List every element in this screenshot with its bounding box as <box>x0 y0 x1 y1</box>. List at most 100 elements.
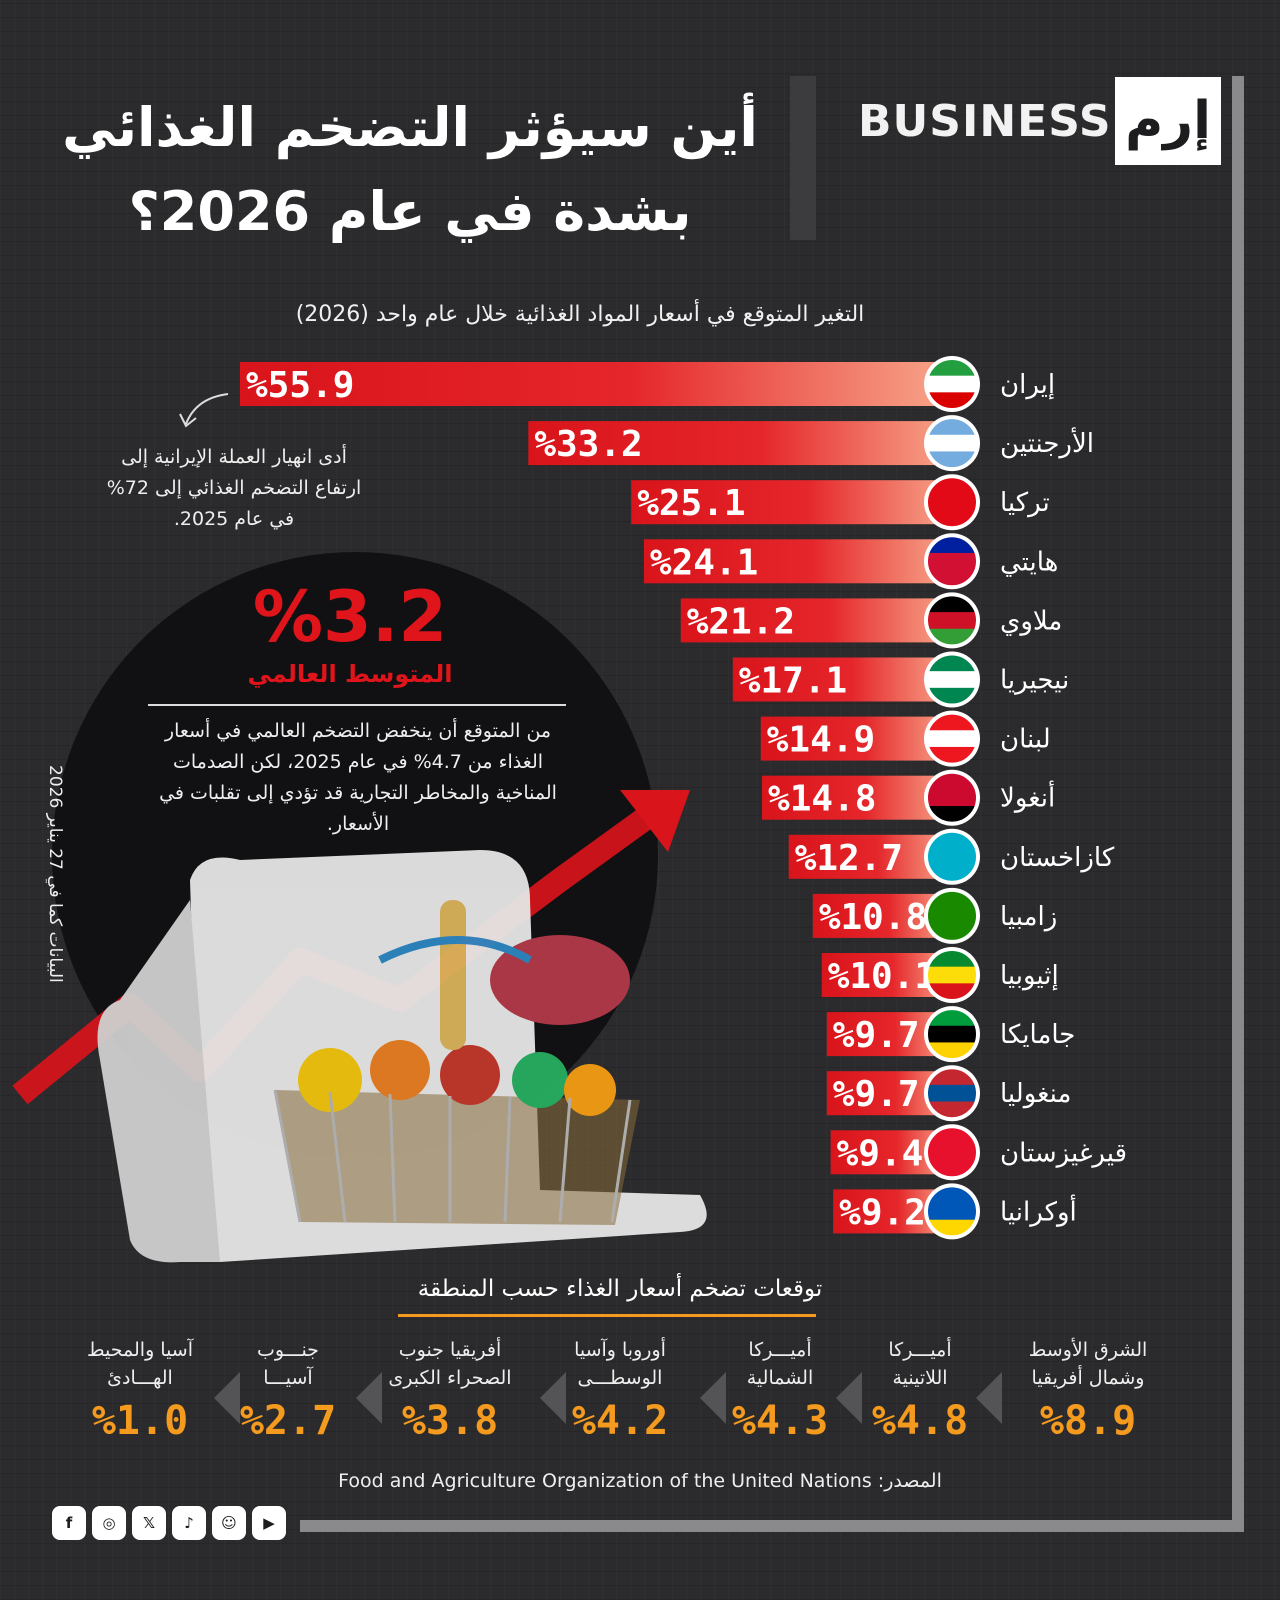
bar-row: %9.2 أوكرانيا <box>833 1183 1077 1240</box>
bar-value-label: %24.1 <box>650 542 758 583</box>
bar-row: %24.1 هايتي <box>643 533 1058 590</box>
global-average-value: %3.2 <box>252 576 448 658</box>
bar-value-label: %9.7 <box>833 1074 920 1115</box>
chevron-left-icon <box>700 1372 726 1424</box>
bar-value-label: %12.7 <box>795 838 903 879</box>
bar-value-label: %33.2 <box>534 424 642 465</box>
category-label: أنغولا <box>1000 780 1055 814</box>
flag-malawi-icon <box>924 592 980 649</box>
title-divider <box>790 76 816 240</box>
bar-value-label: %9.4 <box>837 1133 924 1174</box>
bar-row: %33.2 الأرجنتين <box>528 415 1094 472</box>
global-average-label: المتوسط العالمي <box>247 660 453 688</box>
chevron-left-icon <box>540 1372 566 1424</box>
chevron-left-icon <box>214 1372 240 1424</box>
bar <box>762 775 950 820</box>
frame-right <box>1232 76 1244 1532</box>
bar <box>680 598 950 643</box>
flag-jamaica-icon <box>924 1006 980 1063</box>
bar <box>631 480 950 525</box>
page-title: أين سيؤثر التضخم الغذائي بشدة في عام 202… <box>40 86 780 254</box>
bar-row: %14.9 لبنان <box>760 710 1051 767</box>
bar-row: %9.7 منغوليا <box>826 1065 1071 1122</box>
trend-arrow-head <box>620 790 690 852</box>
region-value: %4.8 <box>871 1398 969 1444</box>
category-label: تركيا <box>1000 488 1050 518</box>
region-label: الشرق الأوسط وشمال أفريقيا <box>1028 1339 1148 1389</box>
category-label: هايتي <box>1000 547 1058 577</box>
facebook-icon[interactable]: f <box>52 1506 86 1540</box>
bar <box>240 362 950 406</box>
bar-value-label: %9.7 <box>833 1015 920 1056</box>
bar-row: %14.8 أنغولا <box>762 769 1055 826</box>
region-value: %4.2 <box>571 1398 669 1444</box>
flag-nigeria-icon <box>924 651 980 708</box>
chart-title: التغير المتوقع في أسعار المواد الغذائية … <box>295 302 865 327</box>
category-label: نيجيريا <box>1000 666 1069 696</box>
title-line-1: أين سيؤثر التضخم الغذائي <box>62 96 758 159</box>
flag-ukraine-icon <box>924 1183 980 1240</box>
bar-value-label: %14.8 <box>768 779 876 820</box>
bar-row: %10.8 زامبيا <box>812 887 1057 944</box>
chevron-left-icon <box>836 1372 862 1424</box>
x-icon[interactable]: 𝕏 <box>132 1506 166 1540</box>
region-label: أفريقيا جنوب الصحراء الكبرى <box>388 1339 512 1389</box>
category-label: إثيوبيا <box>1000 961 1059 991</box>
global-average-description: من المتوقع أن ينخفض التضخم العالمي في أس… <box>159 720 557 835</box>
regions-title: توقعات تضخم أسعار الغذاء حسب المنطقة <box>417 1276 823 1302</box>
region-value: %1.0 <box>91 1398 189 1444</box>
category-label: قيرغيزستان <box>1000 1138 1127 1168</box>
bar-value-label: %14.9 <box>767 720 875 761</box>
category-label: لبنان <box>1000 725 1051 755</box>
flag-ethiopia-icon <box>924 947 980 1003</box>
region-value: %4.3 <box>731 1398 829 1444</box>
title-line-2: بشدة في عام 2026؟ <box>128 180 692 243</box>
bar-value-label: %10.8 <box>819 897 927 938</box>
brand-name: BUSINESS <box>858 96 1112 147</box>
flag-zambia-icon <box>924 887 980 944</box>
category-label: ملاوي <box>1000 606 1062 636</box>
region-label: جنـــوب آسيـــا <box>257 1339 319 1389</box>
bar-row: %25.1 تركيا <box>631 474 1050 531</box>
bar-row: %9.4 قيرغيزستان <box>830 1124 1127 1181</box>
flag-angola-icon <box>924 769 980 826</box>
global-average-divider <box>148 704 566 706</box>
tiktok-icon[interactable]: ♪ <box>172 1506 206 1540</box>
flag-lebanon-icon <box>924 710 980 767</box>
bar-row: %55.9 إيران <box>240 356 1055 412</box>
bar-value-label: %21.2 <box>687 601 795 642</box>
regions-title-underline <box>398 1314 816 1317</box>
bar <box>788 834 950 879</box>
frame-bottom <box>300 1520 1244 1532</box>
category-label: زامبيا <box>1000 902 1057 932</box>
brand-logo: إرم <box>1115 77 1221 165</box>
region-value: %3.8 <box>401 1398 499 1444</box>
flag-iran-icon <box>924 356 980 412</box>
flag-turkey-icon <box>924 474 980 531</box>
bar-row: %10.1 إثيوبيا <box>821 947 1059 1003</box>
instagram-icon[interactable]: ◎ <box>92 1506 126 1540</box>
bar <box>643 539 950 584</box>
category-label: الأرجنتين <box>1000 426 1094 459</box>
category-label: إيران <box>1000 370 1055 400</box>
snapchat-icon[interactable]: ☺ <box>212 1506 246 1540</box>
annotation-arrow <box>185 393 229 425</box>
flag-argentina-icon <box>924 415 980 472</box>
bar <box>732 657 950 702</box>
region-label: آسيا والمحيط الهـــادئ <box>86 1339 194 1389</box>
region-value: %2.7 <box>239 1398 337 1444</box>
category-label: كازاخستان <box>1000 843 1115 873</box>
youtube-icon[interactable]: ▶ <box>252 1506 286 1540</box>
bar-value-label: %10.1 <box>828 956 936 997</box>
chevron-left-icon <box>356 1372 382 1424</box>
flag-haiti-icon <box>924 533 980 590</box>
bar-value-label: %9.2 <box>839 1192 926 1233</box>
grocery-basket-illustration <box>97 850 707 1263</box>
bar-row: %17.1 نيجيريا <box>732 651 1069 708</box>
category-label: منغوليا <box>1000 1079 1071 1109</box>
bar-row: %21.2 ملاوي <box>680 592 1062 649</box>
flag-mongolia-icon <box>924 1065 980 1122</box>
flag-kazakhstan-icon <box>924 828 980 885</box>
data-as-of-note: البيانات كما في 27 يناير 2026 <box>45 765 65 983</box>
